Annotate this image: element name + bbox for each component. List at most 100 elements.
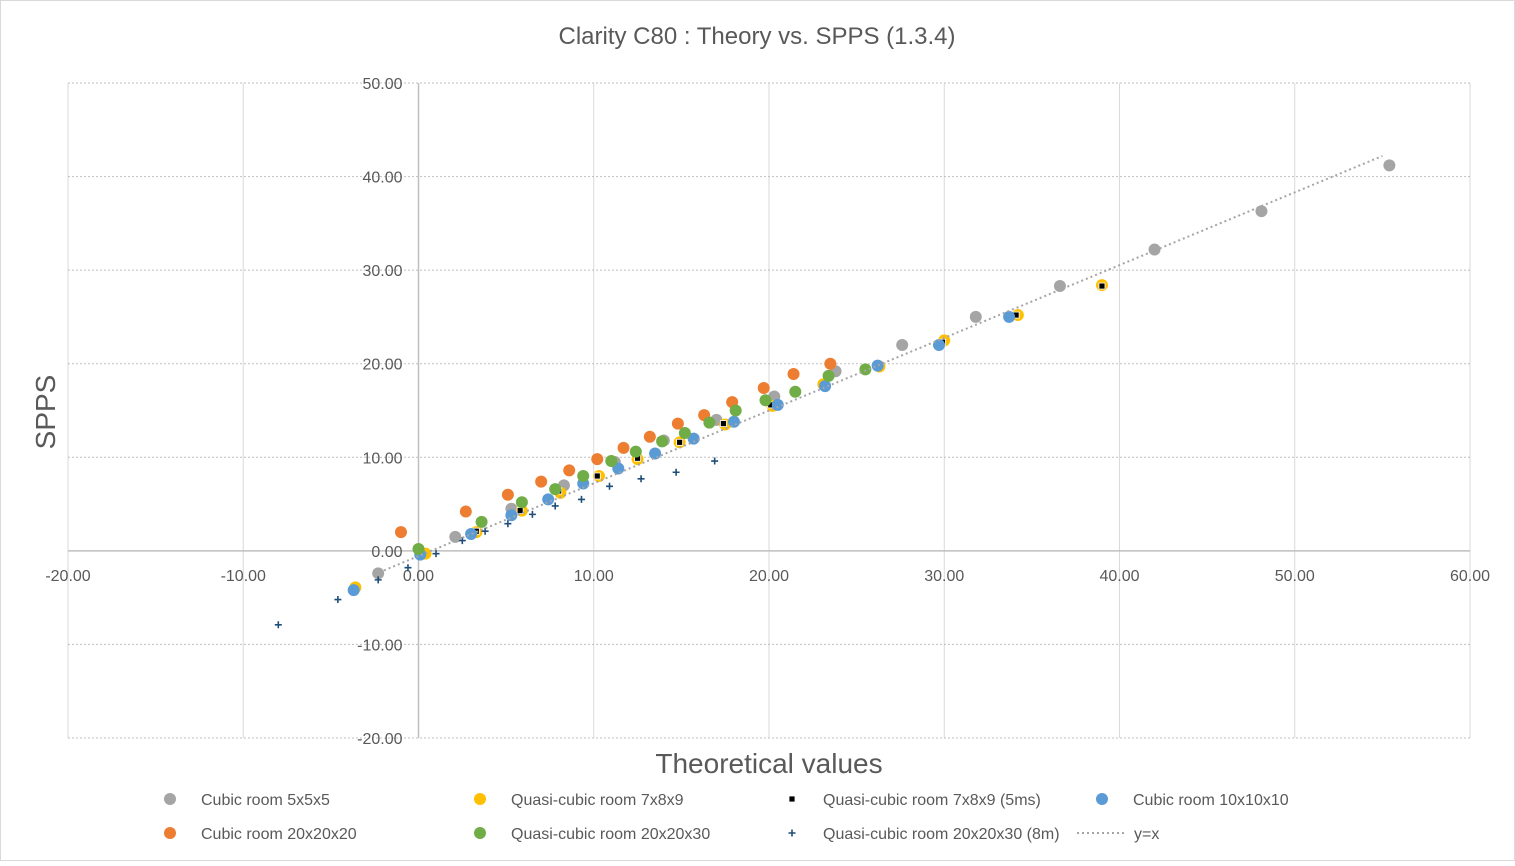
data-point (516, 507, 524, 515)
data-point (475, 515, 488, 528)
data-point (551, 502, 559, 510)
data-point (824, 357, 837, 370)
data-point (1383, 159, 1396, 172)
legend-swatch (474, 793, 486, 805)
data-point (535, 475, 548, 488)
data-point (394, 526, 407, 539)
data-point (672, 468, 680, 476)
data-point (404, 564, 412, 572)
legend-swatch (474, 827, 486, 839)
x-tick-label: -20.00 (45, 568, 90, 585)
legend-label: y=x (1134, 826, 1159, 843)
legend-item: Quasi-cubic room 20x20x30 (474, 826, 710, 843)
legend-label: Quasi-cubic room 7x8x9 (511, 792, 684, 809)
axis-layer (68, 83, 1470, 738)
data-point (542, 493, 555, 506)
data-point (504, 520, 512, 528)
data-point (593, 472, 601, 480)
data-point (727, 415, 740, 428)
y-tick-label: 50.00 (362, 76, 402, 93)
data-point (528, 510, 536, 518)
legend-swatch (164, 827, 176, 839)
data-point (505, 509, 518, 522)
data-point (759, 394, 772, 407)
series-3 (347, 310, 1016, 597)
chart-title: Clarity C80 : Theory vs. SPPS (1.3.4) (558, 23, 955, 50)
legend: Cubic room 5x5x5 Quasi-cubic room 7x8x9 Qu… (164, 792, 1289, 843)
data-point (771, 398, 784, 411)
data-point (412, 542, 425, 555)
x-tick-label: 10.00 (574, 568, 614, 585)
data-point (678, 426, 691, 439)
data-point (819, 380, 832, 393)
series-7 (374, 155, 1383, 576)
data-point (871, 359, 884, 372)
y-tick-label: 40.00 (362, 170, 402, 187)
data-point (859, 363, 872, 376)
data-point (1053, 280, 1066, 293)
series-6 (274, 457, 719, 629)
data-point (720, 420, 727, 428)
x-tick-label: 30.00 (924, 568, 964, 585)
data-point (605, 455, 618, 468)
data-point (687, 432, 700, 445)
legend-item: Cubic room 10x10x10 (1096, 792, 1289, 809)
y-axis-label: SPPS (30, 375, 61, 450)
data-point (374, 576, 382, 584)
legend-item: Cubic room 5x5x5 (164, 792, 330, 809)
series-5 (412, 363, 872, 555)
data-point (334, 596, 342, 604)
data-point (612, 462, 625, 475)
data-point (577, 495, 585, 503)
data-point (458, 537, 466, 545)
series-0 (372, 159, 1396, 580)
data-point (649, 447, 662, 460)
data-point (606, 482, 614, 490)
data-point (729, 404, 742, 417)
data-point (637, 475, 645, 483)
data-layer (274, 155, 1396, 629)
grid-layer (67, 82, 1471, 739)
y-tick-label: 10.00 (362, 450, 402, 467)
x-axis-label: Theoretical values (655, 748, 882, 779)
data-point (432, 550, 440, 558)
data-point (643, 430, 656, 443)
legend-label: Cubic room 5x5x5 (201, 792, 330, 809)
x-tick-label: 40.00 (1099, 568, 1139, 585)
legend-item: Cubic room 20x20x20 (164, 826, 357, 843)
data-point (591, 453, 604, 466)
legend-label: Cubic room 20x20x20 (201, 826, 357, 843)
tick-label-layer: -20.00 -10.00 0.00 10.00 20.00 30.00 40.00 50.0… (45, 76, 1490, 748)
data-point (932, 339, 945, 351)
data-point (1098, 282, 1106, 290)
legend-item: Quasi-cubic room 7x8x9 (5ms) (788, 792, 1041, 809)
legend-item: Quasi-cubic room 20x20x30 (8m) (788, 826, 1060, 843)
data-point (465, 528, 478, 541)
legend-swatch (788, 795, 796, 803)
data-point (671, 417, 684, 430)
data-point (563, 464, 576, 477)
data-point (969, 310, 982, 323)
data-point (617, 441, 630, 454)
data-point (501, 488, 514, 501)
data-point (577, 470, 590, 482)
data-point (372, 567, 385, 580)
y-tick-label: -20.00 (357, 731, 402, 748)
x-tick-label: -10.00 (221, 568, 266, 585)
data-point (896, 339, 909, 351)
data-point (629, 445, 642, 458)
data-point (789, 385, 802, 398)
data-point (1003, 310, 1016, 323)
legend-label: Cubic room 10x10x10 (1133, 792, 1289, 809)
data-point (274, 621, 282, 629)
legend-label: Quasi-cubic room 20x20x30 (8m) (823, 826, 1060, 843)
legend-swatch (788, 829, 796, 837)
data-point (481, 527, 489, 535)
x-tick-label: 60.00 (1450, 568, 1490, 585)
data-point (347, 584, 360, 597)
data-point (757, 382, 770, 395)
data-point (549, 483, 562, 496)
legend-item: y=x (1077, 826, 1159, 843)
